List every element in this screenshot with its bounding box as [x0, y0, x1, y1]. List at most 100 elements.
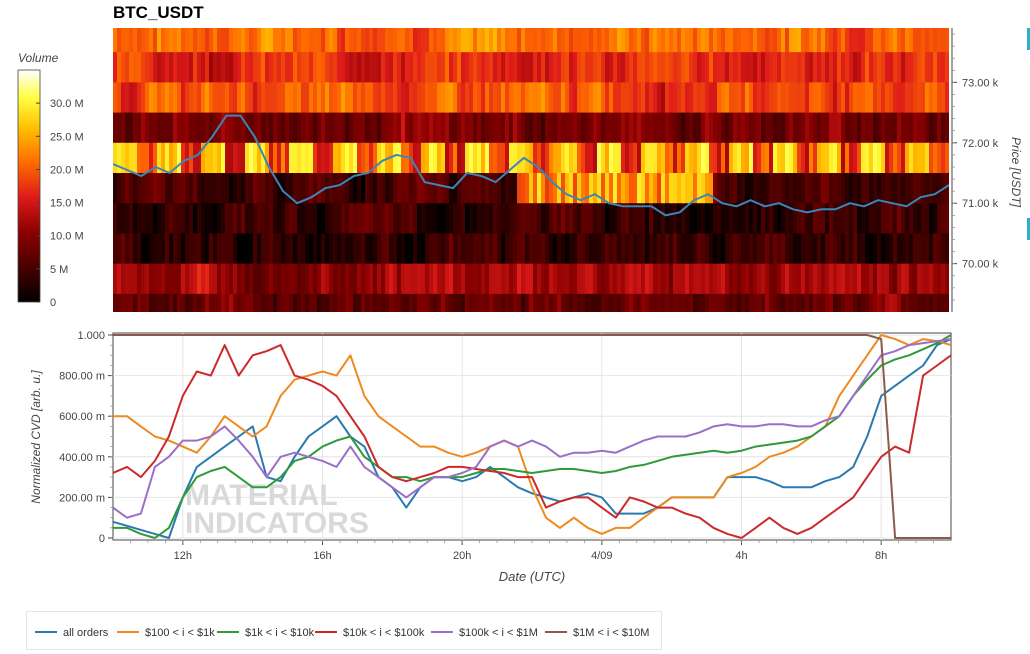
heatmap-cell: [869, 233, 874, 265]
side-tab-marker[interactable]: [1027, 28, 1030, 50]
heatmap-cell: [297, 233, 302, 265]
heatmap-cell: [233, 52, 238, 83]
heatmap-cell: [157, 142, 162, 174]
heatmap-cell: [173, 173, 178, 204]
legend-item-label[interactable]: $100k < i < $1M: [459, 627, 538, 639]
heatmap-cell: [541, 82, 546, 113]
heatmap-cell: [585, 28, 590, 53]
heatmap-cell: [681, 112, 686, 144]
legend-item-label[interactable]: $10k < i < $100k: [343, 627, 425, 639]
heatmap-cell: [945, 142, 949, 174]
heatmap-cell: [557, 82, 562, 113]
side-tab-marker[interactable]: [1027, 218, 1030, 240]
colorbar-title: Volume: [18, 51, 59, 65]
heatmap-cell: [245, 293, 250, 312]
heatmap-cell: [501, 263, 506, 295]
heatmap-cell: [261, 52, 266, 83]
heatmap-cell: [129, 233, 134, 265]
heatmap-cell: [437, 173, 442, 204]
heatmap-cell: [225, 173, 230, 204]
heatmap-cell: [293, 82, 298, 113]
heatmap-cell: [785, 293, 790, 312]
cvd-y-tick-label: 800.00 m: [59, 371, 105, 383]
heatmap-cell: [209, 203, 214, 234]
heatmap-cell: [921, 52, 926, 83]
heatmap-cell: [589, 112, 594, 144]
heatmap-cell: [325, 142, 330, 174]
heatmap-cell: [913, 82, 918, 113]
heatmap-cell: [165, 173, 170, 204]
heatmap-cell: [369, 173, 374, 204]
heatmap-cell: [341, 263, 346, 295]
heatmap-cell: [629, 142, 634, 174]
heatmap-cell: [693, 233, 698, 265]
heatmap-cell: [625, 82, 630, 113]
heatmap-cell: [861, 293, 866, 312]
heatmap-cell: [501, 203, 506, 234]
heatmap-cell: [169, 263, 174, 295]
heatmap-cell: [653, 52, 658, 83]
heatmap-cell: [413, 263, 418, 295]
heatmap-cell: [229, 233, 234, 265]
heatmap-cell: [617, 293, 622, 312]
heatmap-cell: [153, 293, 158, 312]
heatmap-cell: [165, 82, 170, 113]
heatmap-cell: [601, 28, 606, 53]
heatmap-cell: [921, 82, 926, 113]
heatmap-cell: [441, 233, 446, 265]
heatmap-cell: [801, 233, 806, 265]
heatmap-cell: [837, 233, 842, 265]
heatmap-cell: [825, 142, 830, 174]
heatmap-cell: [385, 203, 390, 234]
heatmap-cell: [717, 28, 722, 53]
legend-item-label[interactable]: all orders: [63, 627, 109, 639]
legend-item-label[interactable]: $1k < i < $10k: [245, 627, 315, 639]
heatmap-cell: [597, 263, 602, 295]
heatmap-cell: [825, 112, 830, 144]
heatmap-cell: [577, 28, 582, 53]
heatmap-cell: [853, 142, 858, 174]
heatmap-cell: [229, 112, 234, 144]
heatmap-cell: [813, 112, 818, 144]
legend-item-label[interactable]: $100 < i < $1k: [145, 627, 215, 639]
heatmap-cell: [729, 293, 734, 312]
heatmap-cell: [709, 173, 714, 204]
heatmap-cell: [577, 263, 582, 295]
heatmap-cell: [945, 28, 949, 53]
cvd-x-axis-label: Date (UTC): [499, 569, 565, 584]
heatmap-cell: [245, 203, 250, 234]
heatmap-cell: [405, 293, 410, 312]
heatmap-cell: [877, 203, 882, 234]
heatmap-cell: [469, 82, 474, 113]
heatmap-cell: [637, 28, 642, 53]
legend-item-label[interactable]: $1M < i < $10M: [573, 627, 649, 639]
heatmap-cell: [625, 263, 630, 295]
heatmap-cell: [285, 82, 290, 113]
heatmap-cell: [841, 263, 846, 295]
heatmap-cell: [141, 173, 146, 204]
heatmap-cell: [557, 112, 562, 144]
heatmap-cell: [217, 263, 222, 295]
heatmap-cell: [505, 263, 510, 295]
heatmap-cell: [673, 173, 678, 204]
heatmap-cell: [585, 203, 590, 234]
heatmap-cell: [689, 293, 694, 312]
heatmap-cell: [557, 233, 562, 265]
heatmap-cell: [177, 82, 182, 113]
heatmap-cell: [605, 263, 610, 295]
price-tick-label: 73.00 k: [962, 77, 999, 89]
heatmap-cell: [277, 142, 282, 174]
heatmap-cell: [181, 82, 186, 113]
heatmap-cell: [313, 28, 318, 53]
heatmap-cell: [641, 203, 646, 234]
heatmap-cell: [193, 173, 198, 204]
heatmap-cell: [565, 173, 570, 204]
heatmap-cell: [205, 263, 210, 295]
heatmap-cell: [717, 263, 722, 295]
heatmap-cell: [569, 28, 574, 53]
heatmap-cell: [301, 142, 306, 174]
heatmap-cell: [309, 142, 314, 174]
heatmap-cell: [753, 28, 758, 53]
heatmap-cell: [417, 263, 422, 295]
heatmap-cell: [129, 142, 134, 174]
